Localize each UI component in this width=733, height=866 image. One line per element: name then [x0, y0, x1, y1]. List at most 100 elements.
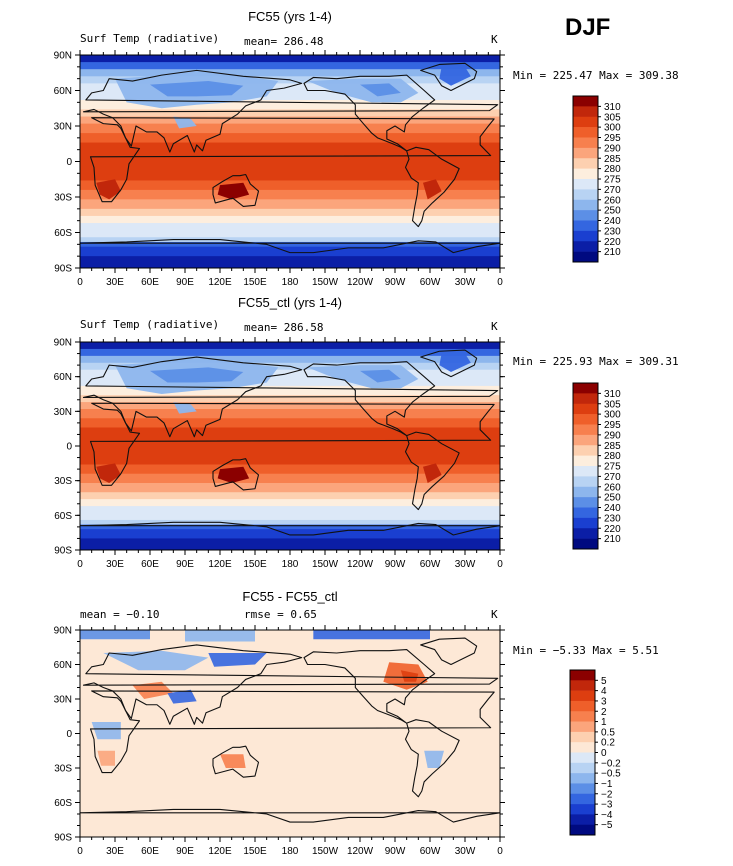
lon-tick-label: 90E — [176, 846, 194, 857]
coastline — [212, 173, 260, 208]
colorbar-swatch — [573, 403, 598, 415]
colorbar-swatch — [570, 721, 595, 733]
lat-tick-label: 0 — [66, 729, 72, 740]
coastline — [303, 74, 436, 152]
colorbar-swatch — [573, 179, 598, 190]
colorbar-label: 210 — [604, 247, 621, 258]
map-panel-3: 90N 60N 30N 0 30S 60S 90S 0 30E 60E 90E 120E 150E 180… — [54, 625, 505, 857]
colorbar-swatch — [570, 670, 595, 681]
colorbar-label: 230 — [604, 513, 621, 524]
colorbar-swatch — [573, 466, 598, 477]
coastline — [303, 361, 436, 437]
lat-tick-label: 30N — [54, 122, 72, 133]
colorbar-swatch — [570, 773, 595, 784]
colorbar-swatch — [570, 752, 595, 764]
lon-tick-label: 30E — [106, 277, 124, 288]
lon-tick-label: 90W — [385, 846, 406, 857]
colorbar-swatch — [570, 690, 595, 702]
panel-2-unit: K — [491, 320, 498, 333]
coastline — [89, 117, 495, 203]
colorbar-label: 270 — [604, 185, 621, 196]
lon-tick-label: 0 — [77, 559, 83, 570]
lat-tick-label: 0 — [66, 157, 72, 168]
colorbar-label: 305 — [604, 112, 621, 123]
colorbar-label: 270 — [604, 472, 621, 483]
coastline — [82, 69, 499, 153]
lon-tick-label: 60W — [420, 277, 441, 288]
colorbar-label: 250 — [604, 493, 621, 504]
lon-tick-label: 90E — [176, 559, 194, 570]
colorbar-label: 260 — [604, 482, 621, 493]
lat-tick-label: 30N — [54, 407, 72, 418]
colorbar-label: 290 — [604, 430, 621, 441]
colorbar-swatch — [570, 711, 595, 722]
colorbar-swatch — [573, 158, 598, 169]
lon-tick-label: 120W — [347, 559, 374, 570]
colorbar-label: −0.5 — [601, 769, 621, 780]
lat-tick-label: 30S — [54, 476, 72, 487]
panel-1-minmax: Min = 225.47 Max = 309.38 — [513, 69, 679, 82]
lat-tick-label: 90S — [54, 546, 72, 557]
lon-tick-label: 90E — [176, 277, 194, 288]
colorbar-swatch — [573, 383, 598, 394]
coastline — [80, 239, 500, 254]
lon-tick-label: 30W — [455, 846, 476, 857]
colorbar-label: −3 — [601, 800, 613, 811]
lat-tick-label: 90N — [54, 626, 72, 637]
colorbar-label: 0.5 — [601, 727, 615, 738]
lat-tick-label: 0 — [66, 442, 72, 453]
colorbar-label: 250 — [604, 206, 621, 217]
lon-tick-label: 150W — [312, 559, 339, 570]
panel-1-mean: mean= 286.48 — [244, 35, 324, 48]
lon-tick-label: 150E — [243, 846, 267, 857]
coastline — [82, 356, 499, 438]
colorbar-swatch — [573, 251, 598, 263]
lon-tick-label: 90W — [385, 559, 406, 570]
lon-tick-label: 120W — [347, 846, 374, 857]
lon-tick-label: 30E — [106, 559, 124, 570]
colorbar-label: 310 — [604, 389, 621, 400]
colorbar-label: 230 — [604, 226, 621, 237]
lat-tick-label: 60S — [54, 228, 72, 239]
coastline — [420, 637, 478, 666]
lon-tick-label: 60E — [141, 277, 159, 288]
lon-tick-label: 120E — [208, 846, 232, 857]
panel-1-title: FC55 (yrs 1-4) — [248, 9, 332, 24]
season-label: DJF — [565, 14, 611, 41]
lon-tick-label: 180 — [282, 277, 299, 288]
panel-1-variable: Surf Temp (radiative) — [80, 32, 220, 45]
colorbar-swatch — [573, 241, 598, 252]
lat-tick-label: 90S — [54, 833, 72, 844]
panel-3-rmse: rmse = 0.65 — [244, 608, 317, 621]
colorbar-label: 4 — [601, 686, 607, 697]
panel-3-mean: mean = −0.10 — [80, 608, 160, 621]
colorbar-label: 210 — [604, 534, 621, 545]
colorbar-label: 240 — [604, 216, 621, 227]
colorbar-label: 3 — [601, 696, 607, 707]
lon-tick-label: 150W — [312, 277, 339, 288]
colorbar-label: 220 — [604, 524, 621, 535]
colorbar-swatch — [573, 486, 598, 498]
colorbar-swatch — [573, 528, 598, 539]
colorbar-swatch — [573, 96, 598, 107]
colorbar-label: −5 — [601, 820, 613, 831]
panel-2-title: FC55_ctl (yrs 1-4) — [237, 295, 343, 310]
colorbar-label: −1 — [601, 779, 613, 790]
colorbar-swatch — [570, 742, 595, 753]
colorbar-swatch — [573, 147, 598, 159]
colorbar-label: 5 — [601, 676, 607, 687]
lat-tick-label: 30S — [54, 764, 72, 775]
coastline — [89, 402, 495, 486]
colorbar-label: −0.2 — [601, 758, 621, 769]
lon-tick-label: 0 — [497, 559, 503, 570]
colorbar-swatch — [573, 445, 598, 456]
lon-tick-label: 0 — [497, 277, 503, 288]
colorbar-swatch — [573, 116, 598, 128]
colorbar-label: 275 — [604, 175, 621, 186]
colorbar-label: 280 — [604, 164, 621, 175]
coastline — [404, 431, 460, 511]
colorbar-swatch — [573, 476, 598, 488]
coastline — [404, 146, 460, 228]
panel-3-unit: K — [491, 608, 498, 621]
